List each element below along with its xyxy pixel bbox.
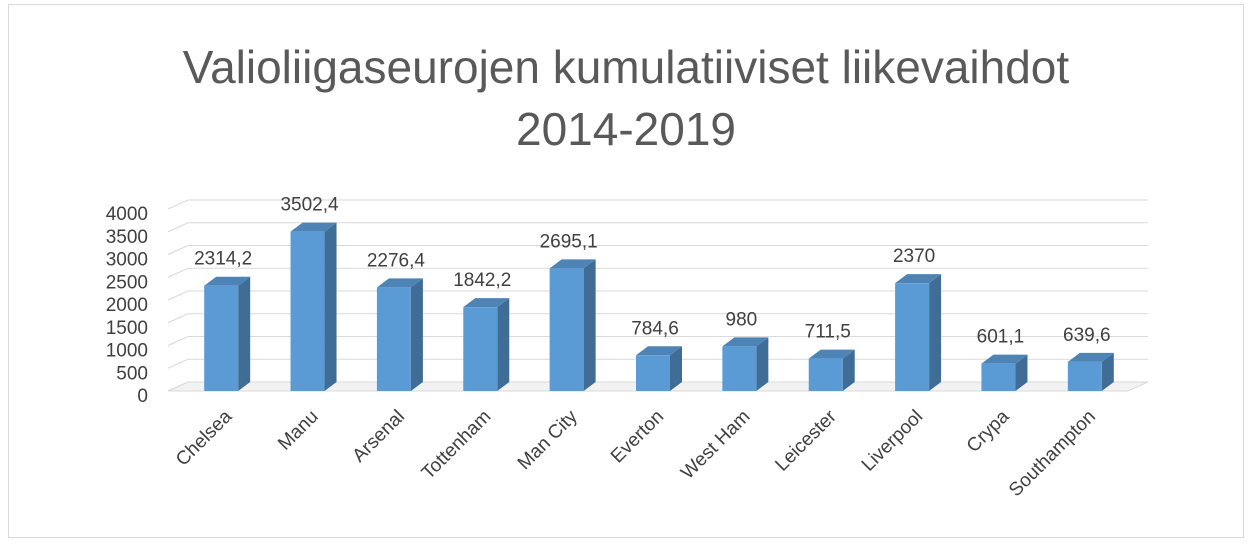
bar-top bbox=[722, 337, 769, 347]
bar-top bbox=[376, 278, 423, 288]
y-tick-label: 0 bbox=[137, 386, 148, 407]
y-tick-label: 4000 bbox=[106, 204, 148, 225]
y-tick-label: 2500 bbox=[106, 272, 148, 293]
bar-top bbox=[290, 222, 337, 232]
bar-top bbox=[204, 276, 251, 286]
bar bbox=[1067, 361, 1102, 391]
x-tick-label: Liverpool bbox=[858, 406, 927, 475]
grid-line bbox=[167, 222, 1148, 233]
data-label: 2370 bbox=[893, 246, 935, 267]
x-tick-label: Tottenham bbox=[418, 406, 496, 484]
bar-top bbox=[981, 354, 1028, 364]
bar bbox=[204, 285, 239, 391]
data-label: 2695,1 bbox=[540, 231, 598, 252]
bar-side bbox=[1015, 354, 1028, 391]
x-tick-label: Chelsea bbox=[172, 406, 236, 470]
bar bbox=[636, 355, 670, 391]
bar-top bbox=[463, 298, 510, 308]
bar-top bbox=[808, 349, 855, 359]
x-tick-label: Leicester bbox=[771, 406, 841, 476]
bar bbox=[808, 358, 843, 391]
data-label: 784,6 bbox=[631, 318, 679, 339]
grid-line bbox=[167, 290, 1148, 301]
x-tick-label: Arsenal bbox=[349, 406, 409, 466]
bar-side bbox=[756, 337, 769, 391]
bar-side bbox=[238, 276, 251, 391]
data-label: 3502,4 bbox=[280, 195, 339, 216]
bar-side bbox=[670, 346, 682, 391]
y-tick-label: 500 bbox=[116, 363, 148, 384]
grid-line bbox=[167, 267, 1148, 278]
data-label: 2276,4 bbox=[367, 250, 426, 271]
bar-top bbox=[636, 346, 682, 356]
bar bbox=[376, 287, 411, 391]
bar bbox=[722, 346, 757, 391]
bar-side bbox=[324, 222, 337, 391]
y-tick-label: 2000 bbox=[106, 295, 148, 316]
x-tick-label: Southampton bbox=[1005, 406, 1100, 501]
bar bbox=[895, 283, 930, 391]
data-label: 711,5 bbox=[805, 322, 851, 343]
grid-line bbox=[167, 313, 1148, 324]
bar-side bbox=[842, 349, 855, 391]
data-label: 1842,2 bbox=[453, 270, 511, 291]
bar-side bbox=[583, 259, 596, 391]
x-tick-label: Everton bbox=[607, 406, 668, 467]
data-label: 601,1 bbox=[977, 327, 1025, 348]
y-tick-label: 3500 bbox=[106, 227, 148, 248]
chart-title: Valioliigaseurojen kumulatiiviset liikev… bbox=[182, 41, 1070, 155]
bar bbox=[981, 363, 1016, 391]
grid-line bbox=[167, 245, 1148, 255]
bar bbox=[549, 268, 584, 391]
bar-top bbox=[1067, 352, 1114, 362]
bar-top bbox=[895, 274, 942, 284]
bar bbox=[290, 231, 325, 391]
grid-line bbox=[167, 199, 1148, 210]
bar-side bbox=[929, 274, 942, 391]
y-tick-label: 1500 bbox=[106, 318, 148, 339]
grid-line bbox=[167, 336, 1148, 346]
data-label: 980 bbox=[726, 309, 758, 330]
chart-border bbox=[8, 4, 1244, 538]
y-tick-label: 3000 bbox=[106, 250, 148, 271]
bar bbox=[463, 307, 498, 391]
x-tick-label: West Ham bbox=[677, 406, 754, 483]
x-tick-label: Manu bbox=[274, 406, 322, 454]
x-tick-label: Crypa bbox=[963, 406, 1014, 457]
data-label: 639,6 bbox=[1063, 325, 1111, 346]
data-label: 2314,2 bbox=[194, 249, 252, 270]
bar-side bbox=[497, 298, 510, 391]
y-tick-label: 1000 bbox=[106, 341, 148, 362]
x-tick-label: Man City bbox=[514, 406, 582, 474]
bar-side bbox=[1101, 352, 1114, 391]
bar-top bbox=[549, 259, 596, 269]
bar-side bbox=[410, 278, 423, 391]
